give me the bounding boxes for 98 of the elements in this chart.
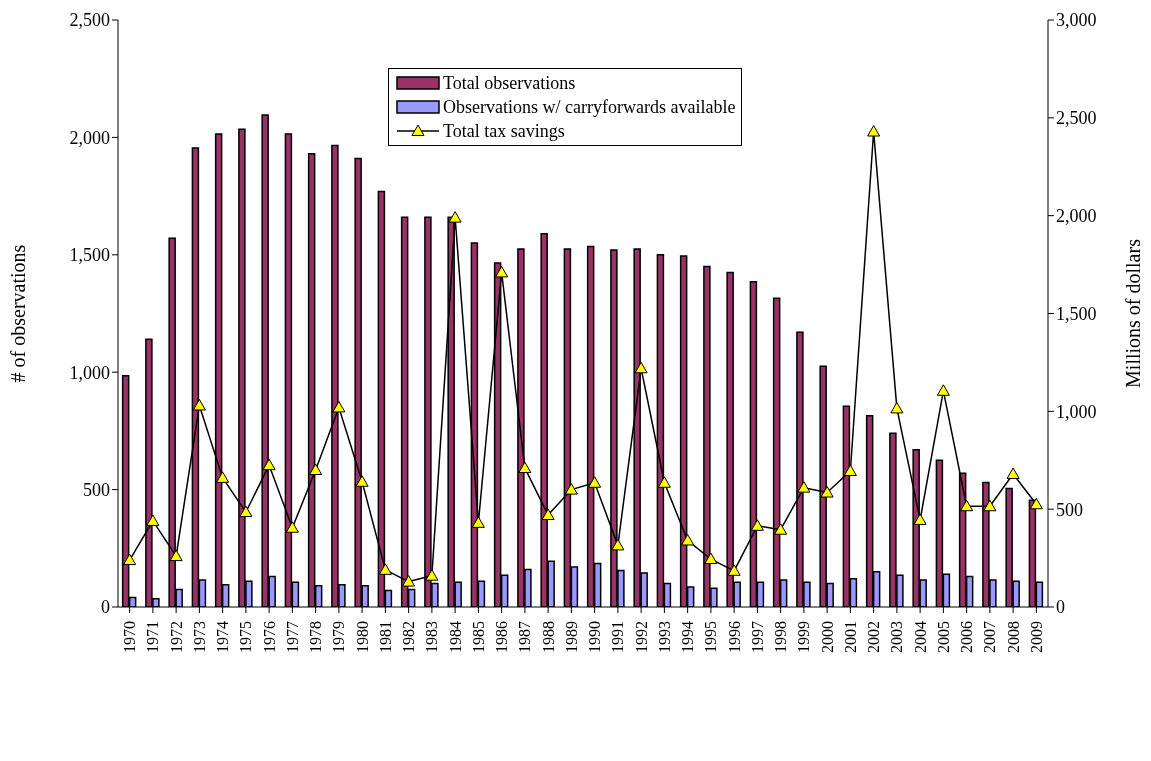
x-tick-label: 1982: [400, 621, 418, 653]
point: [495, 265, 509, 278]
point: [913, 513, 927, 525]
x-tick-label: 2003: [888, 621, 906, 653]
x-tick-label: 1974: [214, 621, 232, 653]
legend-label: Observations w/ carryforwards available: [443, 96, 736, 118]
point: [332, 400, 346, 413]
y-tick-label: 500: [83, 479, 110, 500]
x-tick-label: 1991: [609, 621, 627, 653]
x-tick-label: 1972: [167, 621, 185, 653]
x-tick-label: 1971: [144, 621, 162, 653]
x-tick-label: 1984: [446, 621, 464, 653]
point: [774, 523, 788, 535]
point: [960, 499, 974, 512]
x-tick-label: 1978: [307, 621, 325, 653]
point: [1029, 497, 1043, 510]
x-tick-label: 1970: [121, 621, 139, 653]
x-tick-label: 1980: [353, 621, 371, 653]
y2-tick-label: 0: [1056, 597, 1065, 618]
x-tick-label: 2001: [841, 621, 859, 653]
point: [402, 575, 416, 587]
point: [936, 384, 950, 396]
y-tick-label: 0: [101, 597, 110, 618]
point: [704, 552, 718, 565]
legend-label: Total tax savings: [443, 120, 565, 142]
y-axis-title: # of observations: [7, 244, 30, 383]
x-tick-label: 2000: [818, 621, 836, 653]
x-tick-label: 2004: [911, 621, 929, 653]
x-tick-label: 1989: [562, 621, 580, 653]
point: [681, 533, 695, 546]
x-tick-label: 1977: [283, 621, 301, 653]
x-tick-label: 1988: [539, 621, 557, 653]
y2-tick-label: 2,500: [1056, 108, 1097, 129]
point: [192, 398, 206, 411]
point: [425, 569, 439, 581]
y2-tick-label: 1,000: [1056, 401, 1097, 422]
point: [727, 564, 741, 576]
y2-tick-label: 1,500: [1056, 303, 1097, 324]
x-tick-label: 1973: [190, 621, 208, 653]
x-tick-label: 1979: [330, 621, 348, 653]
x-tick-label: 1994: [679, 621, 697, 653]
x-tick-label: 1998: [772, 621, 790, 653]
point: [634, 361, 648, 374]
point: [541, 508, 555, 521]
point: [216, 471, 230, 483]
point: [448, 211, 462, 223]
x-tick-label: 2009: [1027, 621, 1045, 653]
point: [378, 563, 392, 575]
point: [611, 538, 625, 551]
x-tick-label: 2002: [865, 621, 883, 653]
point: [750, 519, 764, 531]
x-tick-label: 2008: [1004, 621, 1022, 653]
point: [657, 476, 671, 488]
legend-label: Total observations: [443, 72, 576, 94]
point: [123, 553, 137, 566]
point: [471, 516, 485, 528]
point: [820, 486, 834, 498]
point: [285, 521, 299, 533]
x-tick-label: 1981: [376, 621, 394, 653]
x-tick-label: 1986: [493, 621, 511, 653]
point: [797, 481, 811, 493]
y2-axis-title: Millions of dollars: [1122, 238, 1145, 388]
x-tick-label: 2007: [981, 621, 999, 653]
y2-tick-label: 500: [1056, 499, 1083, 520]
point: [843, 464, 857, 477]
point: [890, 401, 904, 414]
x-tick-label: 1975: [237, 621, 255, 653]
x-tick-label: 1997: [748, 621, 766, 653]
point: [309, 463, 323, 476]
x-tick-label: 1996: [725, 621, 743, 653]
y2-tick-label: 2,000: [1056, 206, 1097, 227]
y-tick-label: 2,500: [69, 10, 110, 31]
x-tick-label: 1995: [702, 621, 720, 653]
point: [239, 505, 253, 518]
point: [146, 514, 160, 526]
point: [564, 483, 578, 495]
x-tick-label: 1993: [655, 621, 673, 653]
point: [355, 475, 369, 487]
point: [588, 476, 602, 488]
point: [983, 499, 997, 512]
x-tick-label: 1992: [632, 621, 650, 653]
point: [867, 125, 881, 137]
x-tick-label: 1985: [469, 621, 487, 653]
x-tick-label: 1987: [516, 621, 534, 653]
x-tick-label: 2005: [934, 621, 952, 653]
point: [518, 461, 532, 474]
x-tick-label: 1976: [260, 621, 278, 653]
x-tick-label: 2006: [958, 621, 976, 653]
x-tick-label: 1990: [586, 621, 604, 653]
y-tick-label: 1,000: [69, 362, 110, 383]
x-tick-label: 1999: [795, 621, 813, 653]
point: [169, 549, 183, 562]
y-tick-label: 1,500: [69, 245, 110, 266]
point: [1006, 467, 1020, 479]
x-tick-label: 1983: [423, 621, 441, 653]
y-tick-label: 2,000: [69, 127, 110, 148]
point: [262, 458, 276, 471]
y2-tick-label: 3,000: [1056, 10, 1097, 31]
